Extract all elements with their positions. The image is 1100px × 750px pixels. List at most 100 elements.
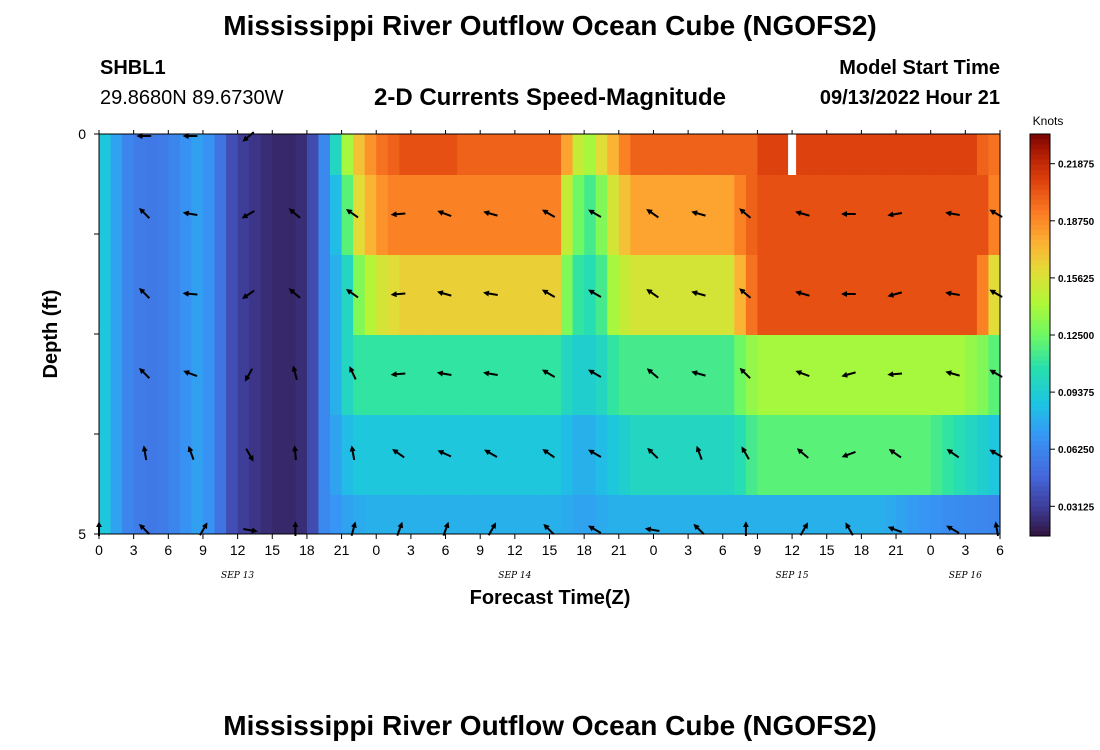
heat-cell-layer3-19 — [318, 255, 331, 335]
heat-cell-layer4-35 — [503, 335, 516, 415]
heat-cell-layer4-69 — [896, 335, 909, 415]
heat-cell-surface-22 — [353, 134, 366, 175]
current-vector-layer3-30 — [437, 290, 452, 297]
heat-cell-surface-14 — [260, 134, 273, 175]
current-vector-layer2-69 — [887, 211, 903, 218]
heat-cell-surface-26 — [399, 134, 412, 175]
colorbar-segment — [1030, 445, 1050, 452]
heat-cell-layer5-44 — [607, 415, 620, 495]
heat-cell-layer2-11 — [226, 175, 239, 255]
colorbar-segment — [1030, 224, 1050, 230]
colorbar-segment — [1030, 259, 1050, 266]
colorbar-segment — [1030, 229, 1050, 236]
current-vector-layer2-22 — [345, 209, 359, 219]
heat-cell-layer4-3 — [133, 335, 146, 415]
heat-cell-surface-39 — [549, 134, 562, 175]
x-tick-label: 21 — [611, 542, 627, 558]
colorbar-segment — [1030, 234, 1050, 241]
heat-cell-layer2-45 — [618, 175, 631, 255]
heat-cell-layer2-69 — [896, 175, 909, 255]
heat-cell-layer4-41 — [572, 335, 585, 415]
current-vector-layer2-17 — [288, 208, 301, 219]
heat-cell-layer3-53 — [711, 255, 724, 335]
heat-cell-layer5-8 — [191, 415, 204, 495]
heat-cell-layer4-44 — [607, 335, 620, 415]
heat-cell-layer3-30 — [445, 255, 458, 335]
colorbar-segment — [1030, 465, 1050, 472]
x-date-label: SEP 16 — [949, 571, 982, 581]
heat-cell-layer4-52 — [699, 335, 712, 415]
heat-cell-layer3-15 — [272, 255, 285, 335]
colorbar-segment — [1030, 239, 1050, 246]
heat-cell-surface-47 — [641, 134, 655, 175]
heat-cell-layer4-30 — [445, 335, 458, 415]
colorbar: Knots 0.03125 0.06250 0.09375 0.12500 0.15625… — [1029, 114, 1095, 537]
colorbar-segment — [1030, 199, 1050, 205]
heat-cell-layer2-37 — [526, 175, 539, 255]
heat-cell-bottom-62 — [815, 495, 828, 534]
current-vector-layer4-26 — [390, 371, 406, 378]
colorbar-segment — [1030, 294, 1050, 301]
heat-cell-layer2-27 — [410, 175, 424, 255]
heat-cell-layer5-56 — [745, 415, 759, 495]
heat-cell-layer2-22 — [353, 175, 366, 255]
heat-cell-layer2-62 — [815, 175, 828, 255]
heat-cell-layer2-74 — [953, 175, 966, 255]
heat-cell-bottom-0 — [99, 495, 112, 534]
heat-cell-layer5-66 — [861, 415, 874, 495]
heat-cell-layer4-74 — [953, 335, 966, 415]
heat-cell-surface-74 — [953, 134, 966, 175]
colorbar-segment — [1030, 530, 1050, 537]
colorbar-segment — [1030, 510, 1050, 517]
current-vector-layer2-13 — [241, 210, 255, 219]
heat-cell-surface-40 — [561, 134, 574, 175]
heat-cell-layer4-66 — [861, 335, 874, 415]
heat-cell-layer5-19 — [318, 415, 331, 495]
current-vector-layer3-74 — [945, 290, 960, 297]
heat-cell-layer4-8 — [191, 335, 204, 415]
colorbar-segment — [1030, 279, 1050, 286]
colorbar-segment — [1030, 340, 1050, 346]
heat-cell-bottom-57 — [757, 495, 770, 534]
colorbar-segment — [1030, 314, 1050, 321]
current-vector-bottom-39 — [543, 523, 555, 535]
current-vector-layer5-69 — [888, 449, 902, 459]
heat-cell-bottom-65 — [849, 495, 862, 534]
current-vector-layer4-52 — [691, 370, 706, 377]
heat-cell-surface-18 — [306, 134, 320, 175]
colorbar-segment — [1030, 390, 1050, 396]
heat-cell-layer4-55 — [734, 335, 747, 415]
heat-cell-layer4-28 — [422, 335, 435, 415]
heat-cell-layer5-16 — [283, 415, 296, 495]
current-vector-layer5-39 — [542, 449, 555, 459]
heat-cell-layer3-48 — [653, 255, 666, 335]
heat-cell-layer2-46 — [630, 175, 643, 255]
heat-cell-layer2-38 — [537, 175, 551, 255]
heat-cell-layer2-19 — [318, 175, 331, 255]
heat-cell-layer5-0 — [99, 415, 112, 495]
heat-cell-surface-65 — [849, 134, 862, 175]
heat-cell-layer2-66 — [861, 175, 874, 255]
heat-cell-surface-12 — [237, 134, 250, 175]
heat-cell-surface-27 — [410, 134, 424, 175]
current-vector-layer3-22 — [345, 289, 359, 299]
heat-cell-bottom-67 — [872, 495, 886, 534]
heat-cell-layer4-72 — [930, 335, 943, 415]
heat-cell-layer3-17 — [295, 255, 308, 335]
heat-cell-surface-8 — [191, 134, 204, 175]
colorbar-segment — [1030, 244, 1050, 251]
heat-cell-layer3-51 — [688, 255, 701, 335]
current-vector-layer4-17 — [291, 365, 298, 381]
heat-cell-layer2-44 — [607, 175, 620, 255]
colorbar-segment — [1030, 345, 1050, 351]
colorbar-segment — [1030, 219, 1050, 225]
y-tick-label: 5 — [78, 526, 86, 542]
colorbar-segment — [1030, 370, 1050, 376]
colorbar-tick-label: 0.03125 — [1058, 502, 1095, 513]
heat-cell-layer4-49 — [665, 335, 678, 415]
current-vector-layer4-13 — [244, 368, 254, 382]
colorbar-segment — [1030, 350, 1050, 356]
heat-cell-bottom-37 — [526, 495, 539, 534]
heat-cell-surface-3 — [133, 134, 146, 175]
heat-cell-layer5-31 — [457, 415, 470, 495]
